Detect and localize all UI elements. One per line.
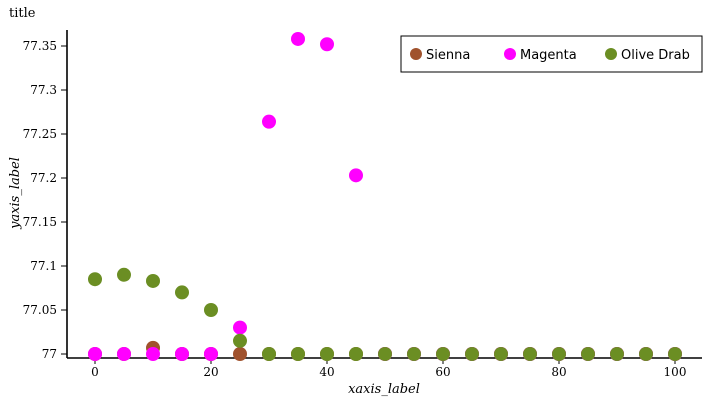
data-point: [204, 303, 218, 317]
y-axis-label: yaxis_label: [8, 157, 23, 230]
legend: Sienna Magenta Olive Drab: [400, 35, 703, 73]
y-tick-label: 77.05: [23, 303, 57, 317]
data-point: [320, 347, 334, 361]
data-point: [639, 347, 653, 361]
data-point: [233, 347, 247, 361]
legend-marker: [605, 48, 617, 60]
data-point: [175, 347, 189, 361]
x-tick-label: 20: [203, 365, 218, 379]
x-tick-label: 40: [319, 365, 334, 379]
x-tick-label: 60: [435, 365, 450, 379]
data-points: [88, 31, 682, 361]
data-point: [378, 347, 392, 361]
data-point: [320, 37, 334, 52]
x-tick-label: 0: [91, 365, 99, 379]
data-point: [117, 267, 131, 282]
y-tick-label: 77.3: [30, 83, 57, 97]
data-point: [233, 333, 247, 348]
legend-marker: [410, 48, 422, 60]
data-point: [291, 347, 305, 361]
data-point: [233, 320, 247, 335]
legend-label: Sienna: [426, 48, 470, 63]
y-ticks: 77 77.05 77.1 77.15 77.2 77.25 77.3 77.35: [23, 39, 67, 361]
series-magenta: [88, 31, 682, 361]
data-point: [88, 347, 102, 361]
legend-label: Magenta: [520, 48, 577, 63]
y-tick-label: 77.1: [30, 259, 57, 273]
y-tick-label: 77.25: [23, 127, 57, 141]
data-point: [146, 273, 160, 288]
series-olive-drab: [88, 267, 682, 361]
data-point: [262, 114, 276, 129]
x-ticks: 0 20 40 60 80 100: [91, 358, 686, 379]
x-tick-label: 80: [551, 365, 566, 379]
y-tick-label: 77.15: [23, 215, 57, 229]
data-point: [552, 347, 566, 361]
legend-items: Sienna Magenta Olive Drab: [410, 48, 690, 63]
data-point: [262, 347, 276, 361]
data-point: [610, 347, 624, 361]
data-point: [668, 347, 682, 361]
x-axis-label: xaxis_label: [348, 382, 420, 397]
data-point: [291, 31, 305, 46]
y-tick-label: 77: [42, 347, 57, 361]
legend-box: [400, 35, 703, 73]
data-point: [523, 347, 537, 361]
data-point: [581, 347, 595, 361]
y-tick-label: 77.2: [30, 171, 57, 185]
data-point: [407, 347, 421, 361]
data-point: [146, 347, 160, 361]
data-point: [465, 347, 479, 361]
chart-title: title: [9, 6, 36, 21]
data-point: [88, 272, 102, 287]
data-point: [175, 285, 189, 300]
legend-marker: [504, 48, 516, 60]
y-tick-label: 77.35: [23, 39, 57, 53]
data-point: [494, 347, 508, 361]
data-point: [349, 168, 363, 183]
x-tick-label: 100: [664, 365, 687, 379]
data-point: [349, 347, 363, 361]
data-point: [436, 347, 450, 361]
legend-label: Olive Drab: [621, 48, 690, 63]
data-point: [204, 347, 218, 361]
data-point: [117, 347, 131, 361]
